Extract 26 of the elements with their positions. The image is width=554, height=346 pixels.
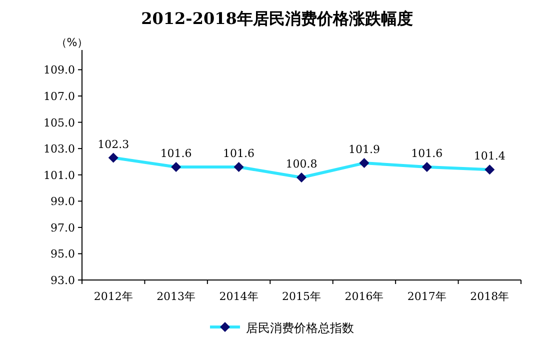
x-tick-label: 2015年 <box>282 290 321 303</box>
data-label: 101.6 <box>160 146 192 160</box>
data-label: 101.9 <box>348 143 380 156</box>
data-label: 102.3 <box>98 138 130 151</box>
y-tick-label: 93.0 <box>50 274 75 287</box>
data-label: 101.6 <box>223 146 255 160</box>
chart-title: 2012-2018年居民消费价格涨跌幅度 <box>141 9 413 28</box>
data-label: 101.4 <box>474 150 506 163</box>
y-tick-label: 95.0 <box>50 248 75 261</box>
x-tick-label: 2017年 <box>407 290 446 303</box>
x-tick-label: 2013年 <box>156 290 196 303</box>
y-axis-title: （%） <box>56 36 88 49</box>
data-label: 101.6 <box>411 146 443 160</box>
x-tick-label: 2018年 <box>470 290 510 303</box>
y-tick-label: 97.0 <box>50 221 75 234</box>
y-tick-label: 107.0 <box>44 90 75 103</box>
y-tick-label: 99.0 <box>50 195 75 208</box>
y-tick-label: 109.0 <box>44 64 75 77</box>
legend-label: 居民消费价格总指数 <box>246 321 354 335</box>
y-tick-label: 105.0 <box>44 116 75 130</box>
x-tick-label: 2012年 <box>94 290 133 303</box>
x-tick-label: 2016年 <box>344 290 384 303</box>
x-tick-label: 2014年 <box>219 290 258 303</box>
y-tick-label: 103.0 <box>44 142 75 156</box>
data-label: 100.8 <box>286 157 318 170</box>
y-tick-label: 101.0 <box>44 168 75 182</box>
